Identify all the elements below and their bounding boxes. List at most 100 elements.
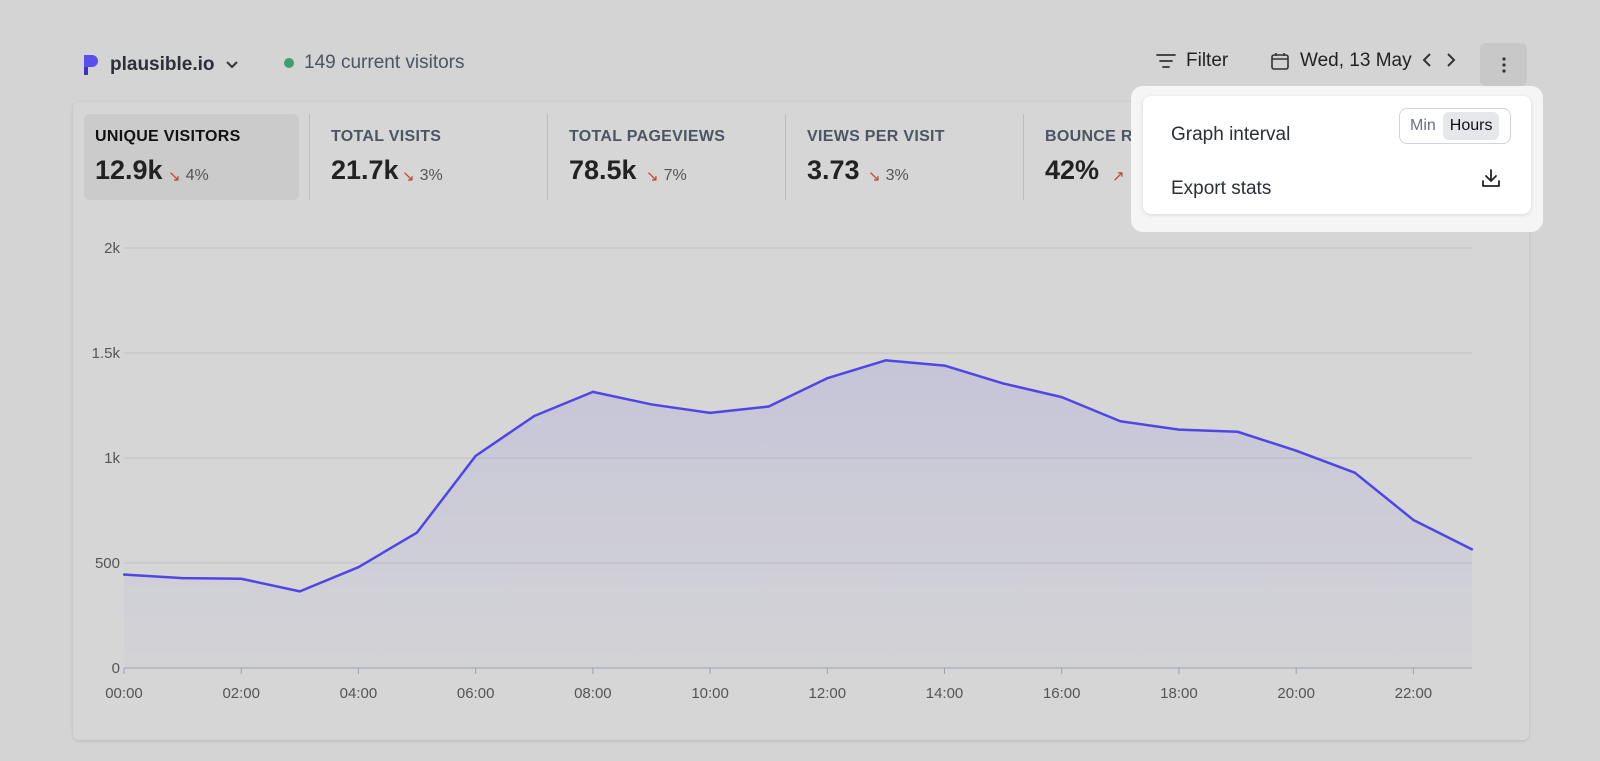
metric-label: TOTAL VISITS <box>331 128 442 145</box>
y-tick-label: 0 <box>112 660 120 677</box>
metric-total-pageviews[interactable]: TOTAL PAGEVIEWS 78.5k ↘ 7% <box>558 114 783 200</box>
x-tick-label: 00:00 <box>105 685 143 702</box>
data-point <box>240 577 243 580</box>
metric-value: 78.5k <box>569 155 637 185</box>
data-point <box>884 359 888 362</box>
filter-icon <box>1156 54 1176 68</box>
metric-change: ↘ 3% <box>868 167 909 185</box>
export-stats-item[interactable]: Export stats <box>1171 178 1272 199</box>
interval-option-min[interactable]: Min <box>1410 117 1436 134</box>
divider <box>547 114 548 200</box>
plausible-logo-icon <box>84 55 98 75</box>
metric-value: 21.7k <box>331 155 399 185</box>
interval-option-hours[interactable]: Hours <box>1442 112 1500 140</box>
metric-unique-visitors[interactable]: UNIQUE VISITORS 12.9k ↘ 4% <box>84 114 299 200</box>
metric-label: UNIQUE VISITORS <box>95 128 241 145</box>
more-vertical-icon <box>1501 56 1506 73</box>
data-point <box>1294 449 1298 452</box>
metric-change-value: 4% <box>185 167 209 184</box>
data-point <box>181 576 184 580</box>
arrow-down-right-icon: ↘ <box>168 168 181 185</box>
metric-change-value: 7% <box>663 167 687 184</box>
metric-label: TOTAL PAGEVIEWS <box>569 128 726 145</box>
metric-value: 42% <box>1045 155 1100 185</box>
graph-interval-label: Graph interval <box>1171 124 1291 145</box>
metric-label: VIEWS PER VISIT <box>807 128 945 145</box>
y-tick-label: 2k <box>104 240 120 257</box>
arrow-up-right-icon: ↗ <box>1112 168 1125 185</box>
data-point <box>122 573 126 576</box>
metric-views-per-visit[interactable]: VIEWS PER VISIT 3.73 ↘ 3% <box>796 114 1021 200</box>
x-tick-label: 04:00 <box>340 685 378 702</box>
live-dot-icon <box>284 58 294 68</box>
chevron-left-icon[interactable] <box>1422 52 1432 73</box>
chevron-right-icon[interactable] <box>1446 52 1456 73</box>
metric-change: ↘ 4% <box>168 167 209 185</box>
data-point <box>591 390 595 394</box>
options-dropdown: Graph interval Min Hours Export stats <box>1131 86 1543 232</box>
data-point <box>474 454 477 458</box>
metric-total-visits[interactable]: TOTAL VISITS 21.7k ↘ 3% <box>320 114 545 200</box>
x-tick-label: 16:00 <box>1043 685 1081 702</box>
site-name: plausible.io <box>110 54 215 75</box>
metric-change: ↘ 7% <box>646 167 687 185</box>
x-tick-label: 22:00 <box>1395 685 1433 702</box>
chevron-down-icon <box>225 57 239 73</box>
data-point <box>357 566 360 569</box>
date-nav <box>1422 52 1456 73</box>
data-point <box>415 531 419 534</box>
data-point <box>708 411 712 415</box>
data-point <box>767 405 770 408</box>
more-options-button[interactable] <box>1480 43 1527 86</box>
divider <box>1023 114 1024 200</box>
divider <box>309 114 310 200</box>
arrow-down-right-icon: ↘ <box>868 168 881 185</box>
x-tick-label: 12:00 <box>809 685 847 702</box>
divider <box>785 114 786 200</box>
x-tick-label: 02:00 <box>222 685 260 702</box>
top-bar: plausible.io 149 current visitors Filter… <box>0 0 1600 100</box>
y-tick-label: 500 <box>95 555 120 572</box>
x-tick-label: 14:00 <box>926 685 964 702</box>
date-picker[interactable]: Wed, 13 May <box>1270 50 1412 72</box>
download-icon[interactable] <box>1481 168 1501 193</box>
arrow-down-right-icon: ↘ <box>646 168 659 185</box>
x-tick-label: 20:00 <box>1277 685 1315 702</box>
filter-button[interactable]: Filter <box>1156 50 1228 72</box>
data-point <box>1177 428 1181 431</box>
data-point <box>943 364 946 367</box>
metric-bounce-rate[interactable]: BOUNCE R 42% ↗ <box>1034 114 1154 200</box>
site-switcher[interactable]: plausible.io <box>82 50 239 80</box>
x-tick-label: 06:00 <box>457 685 495 702</box>
y-tick-label: 1.5k <box>92 345 121 362</box>
filter-label: Filter <box>1186 50 1229 71</box>
current-visitors-text: 149 current visitors <box>304 52 465 73</box>
data-point <box>1119 420 1122 423</box>
data-point <box>1060 395 1063 399</box>
metric-label: BOUNCE R <box>1045 128 1133 145</box>
metric-value: 3.73 <box>807 155 860 185</box>
data-point <box>1001 382 1005 385</box>
calendar-icon <box>1271 53 1289 70</box>
metric-value: 12.9k <box>95 155 163 185</box>
graph-interval-toggle[interactable]: Min Hours <box>1399 108 1511 144</box>
metric-change: ↗ <box>1112 167 1125 185</box>
date-label: Wed, 13 May <box>1300 50 1412 71</box>
current-visitors[interactable]: 149 current visitors <box>284 52 465 74</box>
data-point <box>1353 471 1356 474</box>
data-point <box>1470 548 1474 551</box>
data-point <box>533 414 536 418</box>
x-tick-label: 18:00 <box>1160 685 1198 702</box>
y-tick-label: 1k <box>104 450 120 467</box>
options-menu: Graph interval Min Hours Export stats <box>1143 96 1531 214</box>
metric-change-value: 3% <box>885 167 909 184</box>
data-point <box>1412 518 1415 522</box>
data-point <box>826 377 829 380</box>
x-tick-label: 08:00 <box>574 685 612 702</box>
metric-change-value: 3% <box>419 167 443 184</box>
data-point <box>650 403 653 406</box>
metric-change: ↘ 3% <box>402 167 443 185</box>
series-line <box>123 359 1473 593</box>
x-tick-label: 10:00 <box>691 685 729 702</box>
visitors-chart: 0 500 1k 1.5k 2k 00:00 02:00 04:00 06:00 08:00 10:… <box>92 240 1474 702</box>
